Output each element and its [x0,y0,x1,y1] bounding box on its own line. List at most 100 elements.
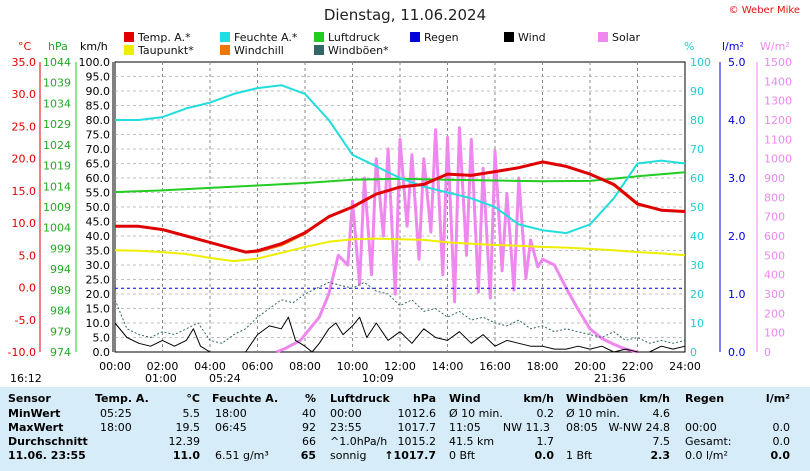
table-cell-g-val: 2.3 [650,449,671,462]
rain-tick-label: 4.0 [728,114,746,127]
temp-tick-label: 5.0 [19,249,37,262]
wind-tick-label: 100.0 [79,56,111,69]
table-cell-w-lbl: Ø 10 min. [449,407,503,420]
temp-tick-label: 35.0 [12,56,37,69]
x-tick-label: 20:00 [574,360,606,373]
humidity-tick-label: 100 [690,56,711,69]
temp-tick-label: 0.0 [19,282,37,295]
table-cell-label: MinWert [8,407,61,420]
table-cell-t-val: 11.0 [172,449,200,462]
x-tick-label: 14:00 [432,360,464,373]
solar-tick-label: 900 [764,172,785,185]
solar-tick-label: 1400 [764,75,792,88]
table-cell-label: 11.06. 23:55 [8,449,86,462]
header-temp-unit: °C [186,392,200,405]
time-label: 16:12 [10,372,42,385]
table-cell-p-time: sonnig [330,449,367,462]
table-cell-h-val: 40 [302,407,316,420]
table-cell-g-val: 4.6 [652,407,671,420]
x-tick-label: 12:00 [384,360,416,373]
pressure-tick-label: 1019 [43,160,71,173]
solar-tick-label: 700 [764,211,785,224]
axes-group: 00:00 02:00 04:00 06:00 08:00 10:00 12:00 14:00… [8,56,792,373]
solar-tick-label: 1300 [764,95,792,108]
wind-tick-label: 80.0 [86,114,111,127]
table-cell-w-lbl: 0 Bft [449,449,476,462]
wind-tick-label: 35.0 [86,245,111,258]
table-cell-p-time: 00:00 [330,407,362,420]
sunrise2-label: 05:24 [209,372,241,385]
humidity-tick-label: 60 [690,172,704,185]
solar-tick-label: 1500 [764,56,792,69]
temp-tick-label: 10.0 [12,217,37,230]
table-cell-r-time: Gesamt: [685,435,732,448]
chart-title: Dienstag, 11.06.2024 [323,6,487,24]
humidity-tick-label: 20 [690,288,704,301]
wind-tick-label: 10.0 [86,317,111,330]
header-wind: Wind [449,392,481,405]
table-cell-h-val: 65 [300,449,316,462]
wind-tick-label: 15.0 [86,303,111,316]
table-cell-h-time: 06:45 [215,421,247,434]
legend-label: Luftdruck [328,31,380,44]
header-pressure-unit: hPa [412,392,436,405]
unit-humidity: % [684,40,695,53]
legend-temp: Temp. A.* [124,31,191,44]
table-cell-r-time: 00:00 [685,421,717,434]
header-sensor: Sensor [8,392,51,405]
x-tick-label: 18:00 [527,360,559,373]
grid-group [114,61,686,353]
table-cell-g-lbl: 08:05 [566,421,598,434]
legend-label: Taupunkt* [138,44,194,57]
legend-label: Wind [518,31,546,44]
sunset-label: 10:09 [362,372,394,385]
wind-tick-label: 60.0 [86,172,111,185]
table-cell-label: Durchschnitt [8,435,88,448]
legend-solar: Solar [598,31,640,44]
legend-label: Windböen* [328,44,389,57]
table-cell-w-mid: NW 11.3 [502,421,550,434]
wind-tick-label: 30.0 [86,259,111,272]
humidity-tick-label: 80 [690,114,704,127]
wind-tick-label: 20.0 [86,288,111,301]
solar-tick-label: 1000 [764,153,792,166]
wind-tick-label: 50.0 [86,201,111,214]
legend-label: Feuchte A.* [234,31,298,44]
wind-tick-label: 65.0 [86,158,111,171]
table-cell-t-time: 05:25 [100,407,132,420]
pressure-tick-label: 1034 [43,97,71,110]
table-cell-t-val: 19.5 [175,421,201,434]
pressure-tick-label: 984 [50,305,71,318]
x-tick-label: 02:00 [147,360,179,373]
sunrise-label: 01:00 [145,372,177,385]
wind-tick-label: 75.0 [86,129,111,142]
table-cell-p-time: 23:55 [330,421,362,434]
table-cell-w-val: 0.0 [534,449,555,462]
unit-wind: km/h [80,40,108,53]
legend-dewpoint: Taupunkt* [124,44,194,57]
pressure-tick-label: 1009 [43,201,71,214]
wind-tick-label: 55.0 [86,187,111,200]
table-cell-r-val: 0.0 [772,435,791,448]
table-cell-label: MaxWert [8,421,64,434]
table-cell-g-lbl: Ø 10 min. [566,407,620,420]
header-temp: Temp. A. [95,392,149,405]
pressure-tick-label: 1039 [43,77,71,90]
x-tick-label: 10:00 [337,360,369,373]
stats-table: Sensor Temp. A. °C Feuchte A. % Luftdruc… [0,387,810,471]
weather-chart: 00:00 02:00 04:00 06:00 08:00 10:00 12:00 14:00… [8,56,792,373]
wind-tick-label: 5.0 [93,332,111,345]
unit-rain: l/m² [722,40,744,53]
table-cell-p-val: ↑1017.7 [384,449,436,462]
table-cell-g-lbl: 1 Bft [566,449,593,462]
table-cell-h-time: 6.51 g/m³ [215,449,269,462]
x-tick-label: 06:00 [242,360,274,373]
header-gusts: Windböen [566,392,629,405]
table-cell-w-lbl: 41.5 km [449,435,495,448]
pressure-tick-label: 1004 [43,222,71,235]
x-tick-label: 00:00 [99,360,131,373]
table-cell-h-val: 66 [302,435,316,448]
unit-temp: °C [18,40,32,53]
humidity-tick-label: 0 [690,346,697,359]
temp-tick-label: -5.0 [15,314,36,327]
